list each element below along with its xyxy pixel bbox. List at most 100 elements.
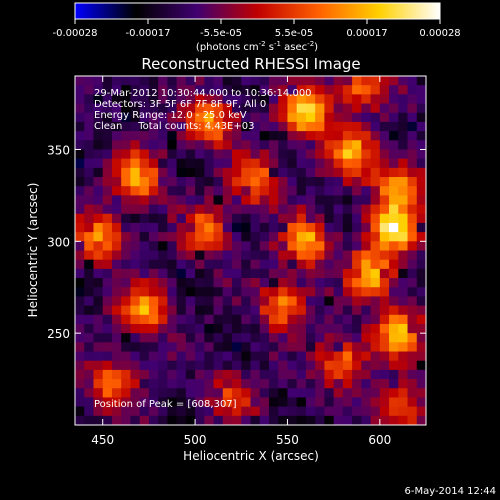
heatmap-cell bbox=[84, 232, 95, 242]
heatmap-cell bbox=[250, 360, 261, 371]
heatmap-cell bbox=[195, 278, 205, 288]
heatmap-cell bbox=[93, 204, 104, 215]
heatmap-cell bbox=[370, 140, 381, 151]
heatmap-cell bbox=[361, 167, 372, 178]
heatmap-cell bbox=[139, 296, 150, 307]
heatmap-cell bbox=[305, 323, 316, 334]
heatmap-cell bbox=[389, 76, 399, 86]
heatmap-cell bbox=[305, 268, 316, 279]
heatmap-cell bbox=[111, 232, 122, 242]
heatmap-cell bbox=[389, 121, 399, 132]
heatmap-cell bbox=[148, 323, 159, 334]
heatmap-cell bbox=[241, 333, 252, 343]
heatmap-cell bbox=[241, 323, 252, 334]
y-tick-label: 350 bbox=[47, 143, 70, 157]
heatmap-cell bbox=[204, 287, 215, 298]
heatmap-cell bbox=[278, 112, 289, 123]
heatmap-cell bbox=[75, 94, 85, 105]
heatmap-cell bbox=[352, 369, 362, 380]
heatmap-cell bbox=[130, 121, 141, 132]
heatmap-cell bbox=[148, 250, 159, 261]
heatmap-cell bbox=[278, 342, 289, 353]
heatmap-cell bbox=[296, 195, 307, 206]
heatmap-cell bbox=[102, 360, 113, 371]
heatmap-cell bbox=[305, 213, 316, 224]
heatmap-cell bbox=[148, 131, 159, 141]
heatmap-cell bbox=[167, 259, 178, 270]
heatmap-cell bbox=[250, 397, 261, 408]
heatmap-cell bbox=[158, 158, 168, 169]
heatmap-cell bbox=[111, 85, 122, 95]
heatmap-cell bbox=[232, 406, 242, 417]
heatmap-cell bbox=[305, 94, 316, 105]
heatmap-cell bbox=[185, 415, 196, 425]
heatmap-cell bbox=[176, 296, 187, 307]
heatmap-cell bbox=[379, 278, 390, 288]
heatmap-cell bbox=[268, 360, 279, 371]
heatmap-cell bbox=[195, 360, 205, 371]
heatmap-cell bbox=[342, 213, 353, 224]
heatmap-cell bbox=[158, 85, 168, 95]
heatmap-cell bbox=[333, 369, 344, 380]
heatmap-cell bbox=[102, 333, 113, 343]
heatmap-cell bbox=[287, 342, 298, 353]
heatmap-cell bbox=[232, 323, 242, 334]
heatmap-cell bbox=[148, 195, 159, 206]
heatmap-cell bbox=[75, 195, 85, 206]
heatmap-cell bbox=[389, 195, 399, 206]
heatmap-cell bbox=[148, 342, 159, 353]
heatmap-cell bbox=[352, 112, 362, 123]
heatmap-cell bbox=[416, 241, 426, 252]
heatmap-cell bbox=[315, 85, 325, 95]
heatmap-cell bbox=[305, 259, 316, 270]
heatmap-cell bbox=[241, 232, 252, 242]
heatmap-cell bbox=[130, 213, 141, 224]
heatmap-cell bbox=[93, 342, 104, 353]
heatmap-cell bbox=[84, 121, 95, 132]
heatmap-cell bbox=[148, 149, 159, 160]
heatmap-cell bbox=[176, 388, 187, 399]
heatmap-cell bbox=[213, 342, 224, 353]
heatmap-cell bbox=[398, 287, 409, 298]
heatmap-cell bbox=[204, 167, 215, 178]
heatmap-cell bbox=[75, 314, 85, 325]
heatmap-cell bbox=[148, 158, 159, 169]
heatmap-cell bbox=[139, 278, 150, 288]
heatmap-cell bbox=[111, 268, 122, 279]
heatmap-cell bbox=[139, 94, 150, 105]
heatmap-cell bbox=[111, 103, 122, 114]
heatmap-cell bbox=[139, 158, 150, 169]
heatmap-cell bbox=[158, 314, 168, 325]
heatmap-cell bbox=[352, 397, 362, 408]
heatmap-cell bbox=[324, 121, 335, 132]
heatmap-cell bbox=[232, 415, 242, 425]
heatmap-cell bbox=[324, 158, 335, 169]
heatmap-cell bbox=[93, 333, 104, 343]
heatmap-cell bbox=[342, 167, 353, 178]
heatmap-cell bbox=[333, 305, 344, 316]
heatmap-cell bbox=[148, 213, 159, 224]
heatmap-cell bbox=[241, 388, 252, 399]
heatmap-cell bbox=[167, 167, 178, 178]
heatmap-cell bbox=[93, 149, 104, 160]
heatmap-cell bbox=[176, 186, 187, 196]
heatmap-cell bbox=[370, 259, 381, 270]
heatmap-cell bbox=[250, 406, 261, 417]
heatmap-cell bbox=[130, 415, 141, 425]
heatmap-cell bbox=[222, 177, 233, 187]
heatmap-cell bbox=[84, 213, 95, 224]
heatmap-cell bbox=[167, 342, 178, 353]
heatmap-cell bbox=[333, 204, 344, 215]
heatmap-cell bbox=[185, 323, 196, 334]
heatmap-cell bbox=[278, 232, 289, 242]
heatmap-cell bbox=[222, 323, 233, 334]
heatmap-cell bbox=[195, 140, 205, 151]
heatmap-cell bbox=[416, 351, 426, 362]
heatmap-cell bbox=[352, 232, 362, 242]
heatmap-cell bbox=[416, 103, 426, 114]
heatmap-cell bbox=[296, 241, 307, 252]
heatmap-cell bbox=[416, 259, 426, 270]
heatmap-cell bbox=[176, 287, 187, 298]
heatmap-cell bbox=[204, 259, 215, 270]
heatmap-cell bbox=[139, 186, 150, 196]
